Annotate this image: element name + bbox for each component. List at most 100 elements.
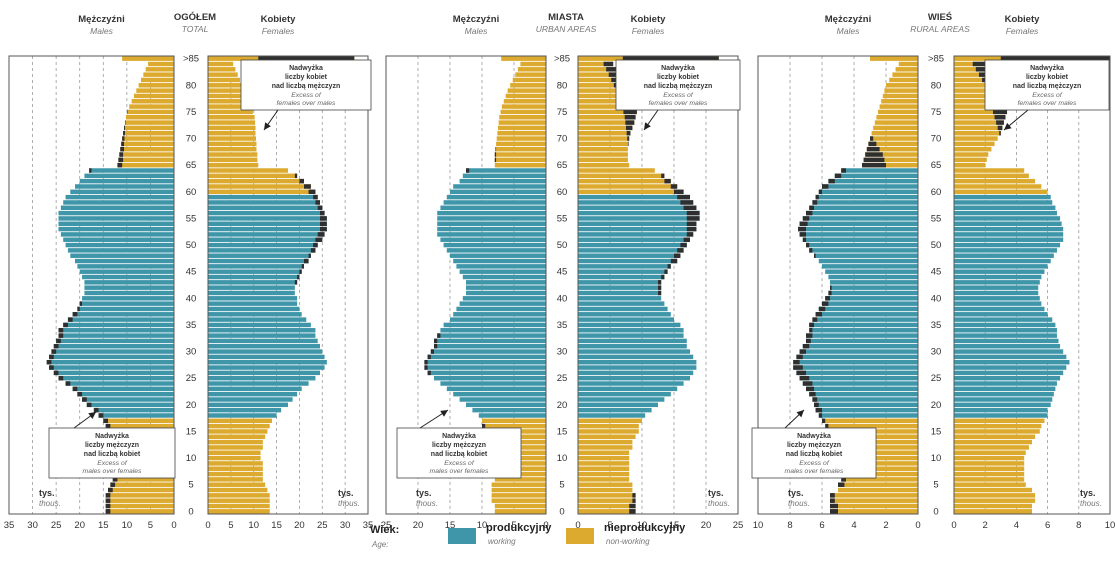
bar-female [208, 290, 295, 296]
bar-male [494, 503, 546, 509]
bar-female [578, 189, 684, 195]
bar-male [889, 77, 918, 83]
bar-excess-male [809, 322, 814, 328]
bar-female [208, 354, 325, 360]
bar-male [876, 115, 918, 120]
bar-male [466, 290, 546, 296]
bar-female [578, 338, 687, 344]
x-tick-label-male: 4 [851, 520, 856, 531]
legend-working-label: produkcyjny [486, 522, 552, 534]
bar-excess-female [667, 264, 671, 269]
bar-female [578, 381, 684, 386]
bar-female [208, 407, 282, 413]
x-tick-label-female: 10 [1105, 520, 1115, 531]
annotation-male-subtitle-line: Excess of [799, 460, 830, 467]
bar-excess-female [258, 56, 355, 61]
bar-female [578, 509, 636, 514]
bar-female [578, 253, 681, 258]
bar-excess-female [658, 285, 662, 290]
bar-excess-male [825, 296, 830, 301]
bar-male [841, 477, 918, 482]
bar-male [453, 258, 546, 264]
bar-female [954, 375, 1061, 381]
bar-female [954, 333, 1057, 338]
bar-female [208, 104, 252, 109]
bar-excess-female [677, 248, 684, 253]
legend-age-sublabel: Age: [372, 540, 389, 549]
bar-excess-male [796, 370, 806, 376]
bar-male [796, 370, 918, 376]
bar-excess-male [51, 349, 57, 354]
bar-male [77, 306, 174, 312]
bar-female [578, 482, 633, 487]
bar-male [500, 109, 546, 115]
bar-male [498, 125, 546, 131]
age-tick-label: 30 [557, 347, 568, 358]
bar-female [578, 77, 627, 83]
bar-male [874, 120, 918, 125]
bar-female [954, 141, 995, 147]
bar-female [954, 168, 1025, 173]
bar-male [895, 67, 918, 72]
bar-excess-male [53, 370, 59, 376]
unit-sublabel-male: thous. [416, 499, 438, 508]
bar-excess-male [830, 498, 835, 503]
bar-excess-female [625, 120, 635, 125]
bar-female [954, 264, 1048, 269]
bar-female [954, 386, 1056, 392]
annotation-female-title-line: nad liczbą mężczyzn [272, 83, 340, 90]
bar-male [886, 83, 918, 88]
bar-female [208, 88, 245, 93]
bar-female [954, 210, 1057, 216]
bar-female [954, 221, 1062, 226]
bar-excess-male [120, 146, 125, 152]
bar-male [828, 274, 918, 280]
bar-male [430, 349, 546, 354]
bar-excess-male [123, 130, 125, 136]
bar-excess-female [686, 210, 700, 216]
bar-female [954, 194, 1051, 200]
bar-excess-female [626, 130, 631, 136]
bar-female [208, 205, 323, 211]
bar-male [841, 471, 918, 477]
bar-excess-female [308, 253, 311, 258]
bar-excess-female [299, 269, 302, 274]
unit-label-male: tys. [416, 488, 432, 498]
bar-male [812, 200, 918, 205]
bar-excess-female [661, 274, 665, 280]
bar-excess-male [105, 509, 111, 514]
bar-excess-female [996, 120, 1004, 125]
bar-female [578, 354, 694, 360]
bar-male [120, 146, 174, 152]
bar-excess-male [822, 418, 826, 424]
x-tick-label-male: 0 [171, 520, 176, 531]
bar-male [105, 493, 174, 498]
bar-excess-male [806, 338, 811, 344]
bar-excess-male [56, 338, 61, 344]
panel-subtitle: TOTAL [182, 24, 209, 34]
bar-female [578, 407, 652, 413]
panel-title: OGÓŁEM [174, 11, 216, 23]
x-tick-label-male: 8 [787, 520, 792, 531]
bar-excess-male [495, 146, 497, 152]
bar-male [806, 242, 918, 248]
bar-female [578, 461, 630, 466]
bar-female [954, 136, 998, 141]
bar-female [954, 216, 1061, 221]
bar-male [56, 338, 175, 344]
bar-female [578, 365, 697, 370]
x-tick-label-male: 20 [74, 520, 85, 531]
age-tick-label: 45 [557, 267, 568, 278]
bar-excess-male [818, 306, 826, 312]
annotation-female-arrow-head [644, 122, 651, 130]
bar-male [799, 221, 918, 226]
bar-male [58, 210, 174, 216]
bar-female [954, 120, 1004, 125]
bar-excess-female [320, 210, 325, 216]
bar-excess-male [841, 168, 846, 173]
age-tick-label: 10 [931, 453, 942, 464]
x-tick-label-female: 0 [205, 520, 210, 531]
bar-excess-female [622, 56, 719, 61]
age-tick-label: 75 [557, 107, 568, 118]
